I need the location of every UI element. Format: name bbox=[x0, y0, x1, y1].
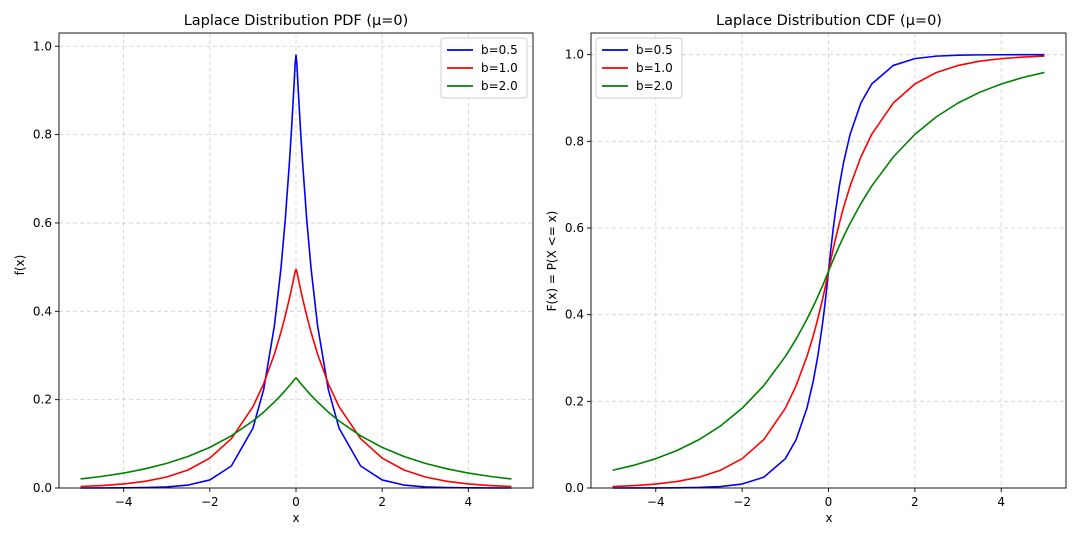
pdf-y-tick-label: 0.0 bbox=[33, 481, 52, 495]
cdf-legend-frame bbox=[595, 37, 683, 99]
pdf-legend-label: b=2.0 bbox=[481, 79, 518, 93]
cdf-y-tick-label: 0.0 bbox=[565, 481, 584, 495]
cdf-x-tick-label: 0 bbox=[825, 495, 833, 509]
cdf-legend-label: b=1.0 bbox=[636, 61, 673, 75]
pdf-y-tick-label: 0.8 bbox=[33, 128, 52, 142]
cdf-series-group bbox=[612, 53, 1045, 489]
pdf-series-b-2-0 bbox=[80, 377, 512, 480]
cdf-x-tick-label: −4 bbox=[647, 495, 665, 509]
cdf-y-tick-label: 0.2 bbox=[565, 394, 584, 408]
pdf-y-tick-label: 0.2 bbox=[33, 393, 52, 407]
pdf-chart: Laplace Distribution PDF (μ=0) x f(x) −4… bbox=[13, 13, 534, 525]
cdf-legend-label: b=0.5 bbox=[636, 43, 673, 57]
cdf-grid bbox=[591, 33, 1066, 489]
pdf-y-axis-label: f(x) bbox=[13, 255, 27, 276]
pdf-legend-frame bbox=[440, 37, 528, 99]
cdf-legend-label: b=2.0 bbox=[636, 79, 673, 93]
cdf-x-tick-label: −2 bbox=[733, 495, 751, 509]
cdf-y-tick-label: 1.0 bbox=[565, 48, 584, 62]
pdf-chart-title: Laplace Distribution PDF (μ=0) bbox=[184, 13, 409, 29]
pdf-y-tick-label: 0.4 bbox=[33, 304, 52, 318]
cdf-chart: Laplace Distribution CDF (μ=0) x F(x) = … bbox=[545, 13, 1067, 525]
cdf-series-b-2-0 bbox=[612, 71, 1045, 471]
cdf-y-tick-label: 0.8 bbox=[565, 134, 584, 148]
cdf-x-tick-label: 4 bbox=[997, 495, 1005, 509]
cdf-legend: b=0.5 b=1.0 b=2.0 bbox=[595, 37, 683, 99]
pdf-ticks: −4 −2 0 2 4 0.0 0.2 0.4 0.6 0.8 1.0 bbox=[33, 39, 472, 509]
cdf-chart-title: Laplace Distribution CDF (μ=0) bbox=[716, 13, 942, 29]
pdf-legend-label: b=1.0 bbox=[481, 61, 518, 75]
cdf-ticks: −4 −2 0 2 4 0.0 0.2 0.4 0.6 0.8 1.0 bbox=[565, 48, 1005, 509]
pdf-y-tick-label: 1.0 bbox=[33, 39, 52, 53]
pdf-x-tick-label: 4 bbox=[465, 495, 473, 509]
pdf-x-tick-label: 0 bbox=[292, 495, 300, 509]
cdf-y-axis-label: F(x) = P(X <= x) bbox=[545, 211, 559, 312]
pdf-x-tick-label: −2 bbox=[201, 495, 219, 509]
pdf-legend: b=0.5 b=1.0 b=2.0 bbox=[440, 37, 528, 99]
pdf-y-tick-label: 0.6 bbox=[33, 216, 52, 230]
pdf-series-b-0-5 bbox=[80, 54, 512, 489]
pdf-legend-label: b=0.5 bbox=[481, 43, 518, 57]
cdf-x-axis-label: x bbox=[825, 511, 832, 525]
cdf-y-tick-label: 0.4 bbox=[565, 308, 584, 322]
pdf-grid bbox=[59, 33, 533, 489]
cdf-x-tick-label: 2 bbox=[911, 495, 919, 509]
pdf-x-tick-label: −4 bbox=[115, 495, 133, 509]
pdf-series-group bbox=[80, 54, 512, 489]
pdf-x-tick-label: 2 bbox=[378, 495, 386, 509]
cdf-y-tick-label: 0.6 bbox=[565, 221, 584, 235]
pdf-series-b-1-0 bbox=[80, 268, 512, 488]
pdf-x-axis-label: x bbox=[292, 511, 299, 525]
